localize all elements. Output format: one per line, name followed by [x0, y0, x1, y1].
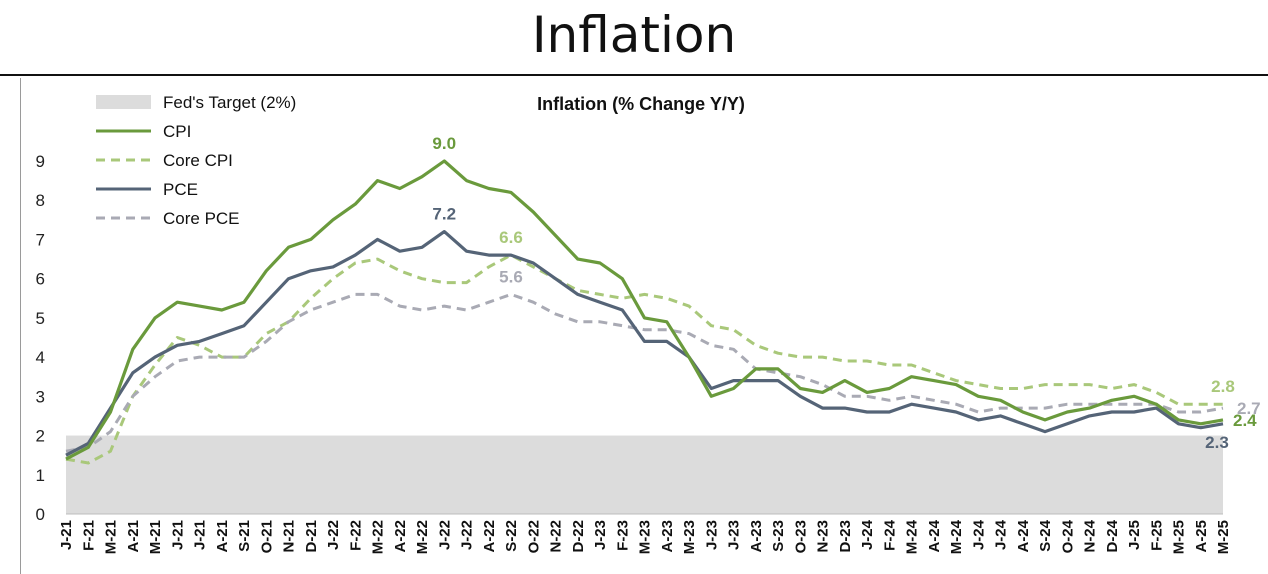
legend-label-core-cpi: Core CPI: [163, 151, 233, 170]
x-tick-label: D-24: [1104, 519, 1121, 552]
x-tick-label: N-24: [1082, 519, 1099, 552]
x-tick-label: S-23: [770, 520, 787, 552]
chart-legend: Fed's Target (2%) CPI Core CPI PCE Core PCE: [96, 93, 296, 228]
y-axis: 0 1 2 3 4 5 6 7 8 9: [36, 152, 45, 524]
x-tick-label: M-24: [904, 519, 921, 554]
x-tick-label: A-24: [1015, 519, 1032, 552]
chart-title: Inflation (% Change Y/Y): [537, 94, 745, 114]
x-tick-label: O-21: [258, 520, 275, 553]
x-tick-label: J-21: [169, 520, 186, 550]
y-tick-label: 8: [36, 191, 45, 210]
x-tick-label: M-24: [948, 519, 965, 554]
x-tick-label: M-25: [1171, 520, 1188, 554]
x-tick-label: A-21: [125, 520, 142, 553]
x-axis: J-21 F-21 M-21 A-21 M-21 J-21 J-21 A-21 S-21 O-21…: [58, 513, 1232, 554]
x-tick-label: N-22: [548, 520, 565, 553]
x-tick-label: J-21: [58, 520, 75, 550]
x-tick-label: J-21: [192, 520, 209, 550]
x-tick-label: J-22: [459, 520, 476, 550]
data-label-core-cpi: 6.6: [499, 228, 523, 247]
x-tick-label: O-24: [1059, 519, 1076, 553]
data-label-cpi: 2.4: [1233, 411, 1257, 430]
x-tick-label: D-21: [303, 520, 320, 553]
x-tick-label: S-21: [236, 520, 253, 552]
data-label-pce: 2.3: [1205, 433, 1229, 452]
y-tick-label: 5: [36, 309, 45, 328]
x-tick-label: D-22: [570, 520, 587, 553]
data-label-core-pce: 2.7: [1237, 399, 1261, 418]
x-tick-label: F-21: [80, 520, 97, 551]
series-line-core-pce: [65, 292, 1224, 453]
x-tick-label: F-23: [614, 520, 631, 551]
x-tick-label: D-23: [837, 520, 854, 553]
x-tick-label: F-25: [1148, 520, 1165, 551]
series-line-pce: [65, 230, 1224, 457]
x-tick-label: J-24: [970, 519, 987, 550]
x-tick-label: F-24: [881, 519, 898, 551]
data-label-cpi: 9.0: [432, 134, 456, 153]
x-tick-label: M-21: [147, 520, 164, 554]
x-tick-label: M-23: [681, 520, 698, 554]
x-tick-label: M-25: [1215, 520, 1232, 554]
x-tick-label: F-22: [347, 520, 364, 551]
x-tick-label: J-22: [436, 520, 453, 550]
legend-swatch-target-band: [96, 95, 151, 109]
x-tick-label: A-23: [659, 520, 676, 553]
x-tick-label: J-24: [859, 519, 876, 550]
data-label-core-cpi: 2.8: [1211, 377, 1235, 396]
legend-label-pce: PCE: [163, 180, 198, 199]
y-tick-label: 9: [36, 152, 45, 171]
x-tick-label: J-23: [592, 520, 609, 550]
x-tick-label: A-23: [748, 520, 765, 553]
x-tick-label: J-22: [325, 520, 342, 550]
x-tick-label: A-21: [214, 520, 231, 553]
legend-label-cpi: CPI: [163, 122, 191, 141]
x-tick-label: M-21: [103, 520, 120, 554]
y-tick-label: 0: [36, 505, 45, 524]
title-divider: [0, 74, 1268, 76]
inflation-line-chart: 0 1 2 3 4 5 6 7 8 9 J-21 F-21 M-21 A-21 M-21 J-21 J-21 A…: [21, 78, 1268, 574]
x-tick-label: A-22: [481, 520, 498, 553]
x-tick-label: O-23: [792, 520, 809, 553]
x-tick-label: N-21: [281, 520, 298, 553]
fed-target-band: [66, 435, 1223, 514]
x-tick-label: S-24: [1037, 519, 1054, 551]
x-tick-label: M-23: [637, 520, 654, 554]
y-tick-label: 4: [36, 348, 45, 367]
legend-label-core-pce: Core PCE: [163, 209, 240, 228]
x-tick-label: N-23: [815, 520, 832, 553]
y-tick-label: 2: [36, 427, 45, 446]
page-title: Inflation: [531, 6, 737, 64]
x-tick-label: A-22: [392, 520, 409, 553]
x-tick-label: A-25: [1193, 520, 1210, 553]
chart-container: 0 1 2 3 4 5 6 7 8 9 J-21 F-21 M-21 A-21 M-21 J-21 J-21 A…: [20, 78, 1268, 574]
x-tick-label: A-24: [926, 519, 943, 552]
x-tick-label: M-22: [414, 520, 431, 554]
x-tick-label: J-23: [703, 520, 720, 550]
series-line-core-cpi: [65, 253, 1223, 465]
legend-label-fed-s-target-2: Fed's Target (2%): [163, 93, 296, 112]
series-lines: [65, 159, 1224, 465]
x-tick-label: O-22: [525, 520, 542, 553]
y-tick-label: 7: [36, 230, 45, 249]
y-tick-label: 1: [36, 466, 45, 485]
x-tick-label: J-23: [726, 520, 743, 550]
x-tick-label: S-22: [503, 520, 520, 552]
x-tick-label: J-25: [1126, 520, 1143, 550]
x-tick-label: J-24: [993, 519, 1010, 550]
data-labels: 9.0 2.4 6.6 2.8 7.2 2.3 5.6 2.7: [432, 134, 1260, 452]
data-label-pce: 7.2: [432, 205, 456, 224]
x-tick-label: M-22: [370, 520, 387, 554]
series-line-cpi: [65, 159, 1224, 461]
data-label-core-pce: 5.6: [499, 267, 523, 286]
y-tick-label: 6: [36, 270, 45, 289]
y-tick-label: 3: [36, 387, 45, 406]
